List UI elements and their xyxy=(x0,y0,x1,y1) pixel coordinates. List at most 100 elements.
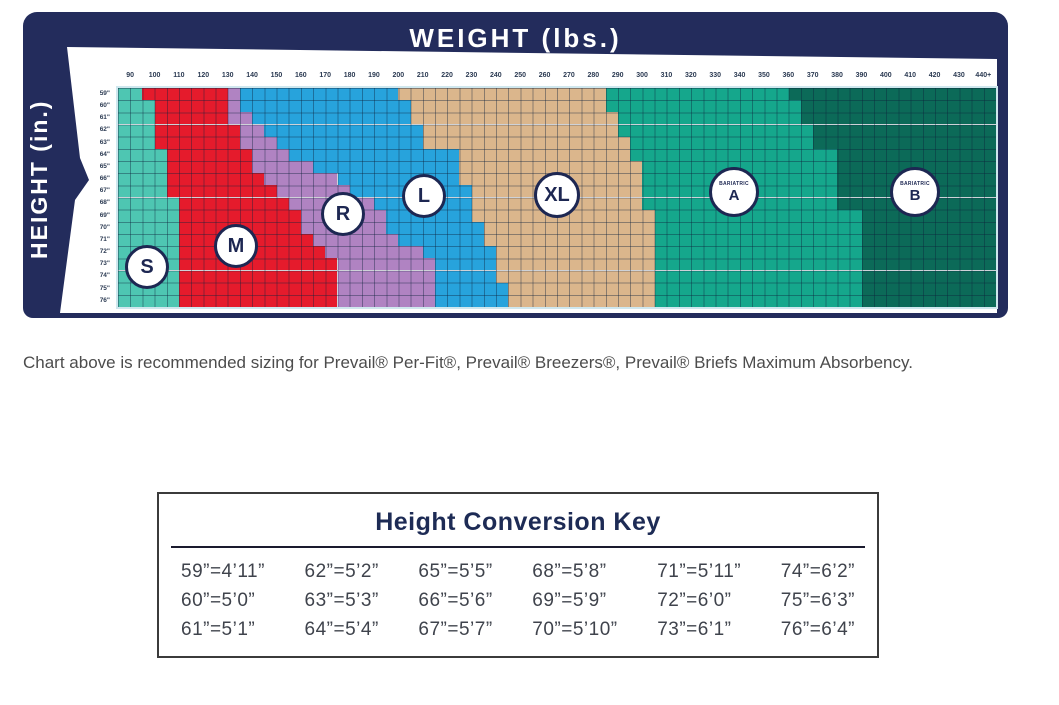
size-region-m xyxy=(178,209,301,222)
size-region-b xyxy=(800,112,996,125)
size-region-s xyxy=(118,148,167,161)
size-region-xl xyxy=(508,282,655,295)
size-region-l xyxy=(386,221,484,234)
height-tick-label: 66" xyxy=(99,175,110,183)
size-circle-a: BARIATRIC A xyxy=(709,167,759,217)
grid-row-63 xyxy=(118,136,996,149)
size-region-r xyxy=(227,88,240,101)
conversion-entry: 71”=5’11” xyxy=(657,561,742,582)
size-region-r xyxy=(239,124,265,137)
size-region-a xyxy=(654,221,862,234)
grid-row-60 xyxy=(118,100,996,113)
size-region-xl xyxy=(508,294,655,307)
size-region-a xyxy=(654,258,862,271)
weight-tick-label: 160 xyxy=(294,72,307,79)
weight-tick-label: 140 xyxy=(246,72,258,79)
size-region-xl xyxy=(459,148,631,161)
weight-tick-label: 120 xyxy=(197,72,210,79)
weight-tick-label: 270 xyxy=(563,72,575,79)
height-tick-label: 70" xyxy=(99,223,110,231)
height-axis-title: HEIGHT (in.) xyxy=(26,99,52,259)
grid-row-75 xyxy=(118,282,996,295)
size-region-b xyxy=(837,148,996,161)
size-region-xl xyxy=(410,100,606,113)
weight-tick-label: 310 xyxy=(660,72,673,79)
weight-tick-label: 300 xyxy=(636,72,648,79)
conversion-entry: 69”=5’9” xyxy=(532,590,607,611)
height-tick-label: 61" xyxy=(99,114,110,122)
size-region-b xyxy=(813,124,996,137)
size-circle-label: M xyxy=(227,235,245,257)
size-region-a xyxy=(605,100,801,113)
size-region-l xyxy=(313,161,460,174)
size-region-xl xyxy=(483,221,655,234)
conversion-entry: 67”=5’7” xyxy=(418,619,493,640)
size-region-b xyxy=(861,234,996,247)
size-region-a xyxy=(605,88,789,101)
size-region-b xyxy=(861,209,996,222)
size-region-s xyxy=(118,136,155,149)
size-region-m xyxy=(178,197,289,210)
weight-tick-label: 420 xyxy=(928,72,941,79)
weight-tick-label: 380 xyxy=(831,72,843,79)
height-tick-label: 65" xyxy=(99,162,110,170)
size-region-a xyxy=(654,246,862,259)
weight-tick-label: 210 xyxy=(416,72,429,79)
size-region-m xyxy=(178,258,338,271)
weight-tick-label: 100 xyxy=(148,72,161,79)
size-region-s xyxy=(118,221,179,234)
size-region-s xyxy=(118,234,179,247)
weight-tick-label: 340 xyxy=(733,72,746,79)
conversion-entry: 63”=5’3” xyxy=(304,590,379,611)
size-region-r xyxy=(337,258,436,271)
size-circle-label: L xyxy=(417,185,431,207)
size-region-r xyxy=(227,100,240,113)
size-region-b xyxy=(788,88,996,101)
grid-row-65 xyxy=(118,161,996,174)
conversion-entry: 65”=5’5” xyxy=(418,561,493,582)
conversion-entry: 62”=5’2” xyxy=(304,561,379,582)
size-region-r xyxy=(337,282,436,295)
size-region-a xyxy=(654,234,862,247)
size-region-s xyxy=(118,100,155,113)
weight-axis-labels: 90 100 110 120 130 140 150 160 170 180 190 200 210 22… xyxy=(118,72,996,84)
height-axis-labels: 59" 60" 61" 62" 63" 64" 65" 66" 67" 68" 69" 70" 71" 7… xyxy=(89,88,113,307)
height-tick-label: 64" xyxy=(99,150,110,158)
grid-row-76 xyxy=(118,294,996,307)
size-region-l xyxy=(422,246,497,259)
size-region-m xyxy=(142,88,228,101)
weight-tick-label: 350 xyxy=(758,72,770,79)
weight-axis-title: WEIGHT (lbs.) xyxy=(409,23,622,53)
size-region-m xyxy=(166,173,265,186)
size-region-b xyxy=(861,246,996,259)
sizing-chart-card: WEIGHT (lbs.) HEIGHT (in.) 90 100 110 120 13… xyxy=(23,12,1008,318)
size-region-b xyxy=(861,258,996,271)
height-tick-label: 60" xyxy=(99,102,110,110)
weight-tick-label: 150 xyxy=(270,72,283,79)
grid-row-64 xyxy=(118,148,996,161)
weight-tick-label: 410 xyxy=(904,72,917,79)
height-conversion-key-title: Height Conversion Key xyxy=(375,508,661,536)
height-tick-label: 67" xyxy=(99,187,110,195)
weight-tick-label: 360 xyxy=(782,72,795,79)
size-region-s xyxy=(118,112,155,125)
weight-tick-label: 240 xyxy=(489,72,502,79)
size-region-s xyxy=(118,185,167,198)
height-tick-label: 63" xyxy=(99,138,110,146)
size-region-m xyxy=(154,100,228,113)
size-region-l xyxy=(398,234,484,247)
conversion-entry: 64”=5’4” xyxy=(304,619,379,640)
size-region-l xyxy=(276,136,423,149)
height-conversion-key-box: Height Conversion Key 59”=4’11” 62”=5’2” 6… xyxy=(157,492,879,658)
size-region-l xyxy=(435,282,509,295)
size-circle-label: S xyxy=(140,256,154,278)
weight-tick-label: 440+ xyxy=(975,72,992,79)
size-region-r xyxy=(337,270,436,283)
conversion-entry: 60”=5’0” xyxy=(181,590,256,611)
size-region-b xyxy=(861,294,996,307)
size-region-m xyxy=(178,282,338,295)
conversion-entry: 76”=6’4” xyxy=(780,619,855,640)
size-region-b xyxy=(861,282,996,295)
size-grid: S M R L XL BARIATRIC A BARIATRIC B xyxy=(116,86,998,309)
size-region-l xyxy=(239,88,399,101)
